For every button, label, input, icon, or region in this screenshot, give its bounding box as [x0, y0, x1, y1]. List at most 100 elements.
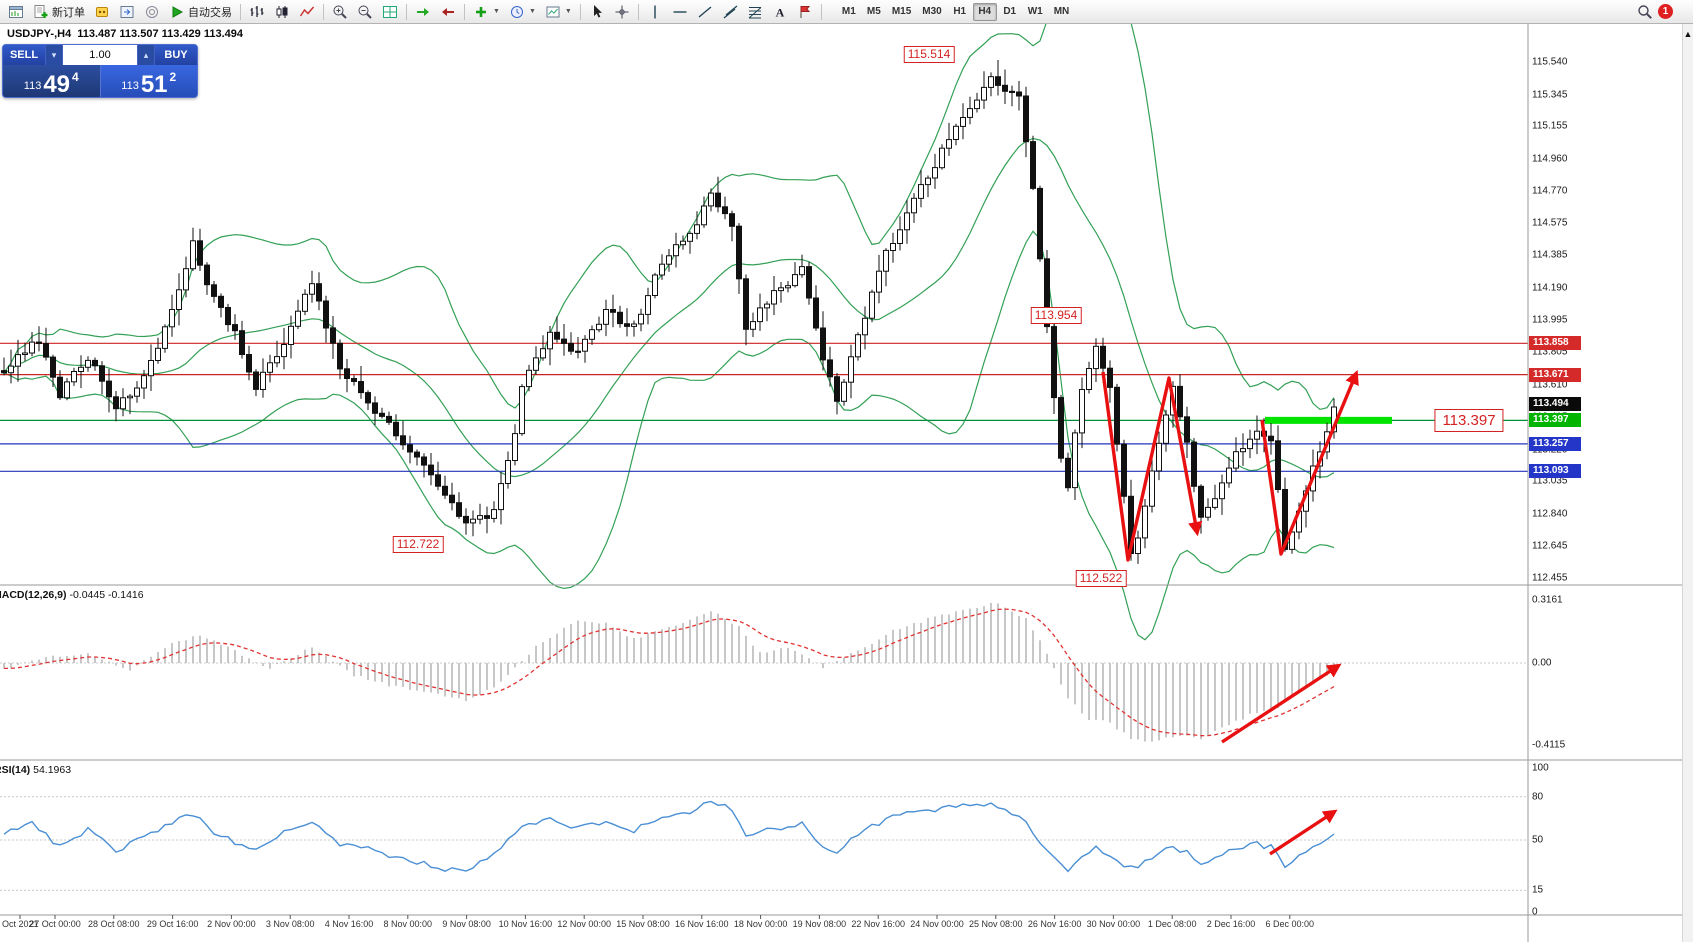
text-tool-button[interactable]: A [768, 2, 792, 22]
svg-text:A: A [775, 5, 784, 19]
rsi-scale-tick: 50 [1532, 834, 1544, 846]
template-icon [545, 4, 561, 20]
volume-decrease-button[interactable]: ▾ [45, 45, 63, 65]
periods-button[interactable]: ▼ [505, 2, 540, 22]
time-label: 25 Nov 08:00 [969, 919, 1023, 929]
vertical-scrollbar[interactable]: ▲ [1682, 24, 1693, 942]
timeframe-m30-button[interactable]: M30 [922, 6, 942, 17]
ea-icon [94, 4, 110, 20]
auto-trading-button[interactable]: 自动交易 [165, 2, 236, 22]
channel-tool-button[interactable] [718, 2, 742, 22]
price-level-annotation[interactable]: 112.522 [1075, 569, 1127, 587]
new-order-button-label: 新订单 [52, 6, 85, 19]
volume-input[interactable] [63, 45, 137, 65]
timeframe-h1-button[interactable]: H1 [953, 6, 967, 17]
price-tick: 114.770 [1532, 185, 1568, 197]
macd-values: -0.0445 -0.1416 [69, 589, 144, 601]
tline-icon [697, 4, 713, 20]
timeframe-m5-button[interactable]: M5 [866, 6, 881, 17]
time-label: 28 Oct 08:00 [88, 919, 140, 929]
macd-scale-tick: 0.00 [1532, 657, 1552, 669]
buy-price-button[interactable]: 113 51 2 [99, 65, 197, 97]
trendline-tool-button[interactable] [693, 2, 717, 22]
time-label: 19 Nov 08:00 [792, 919, 847, 929]
toolbar-separator [579, 3, 581, 20]
timeframe-w1-button[interactable]: W1 [1027, 6, 1043, 17]
scrollbar-up-arrow-icon[interactable]: ▲ [1683, 29, 1693, 39]
price-badge: 113.257 [1529, 436, 1581, 451]
time-label: 29 Oct 16:00 [146, 919, 199, 929]
candles-icon [274, 4, 290, 20]
rsi-value: 54.1963 [33, 764, 72, 776]
rsi-scale-tick: 80 [1532, 791, 1544, 803]
arrow-label-tool-button[interactable] [793, 2, 817, 22]
timeframe-m15-button[interactable]: M15 [891, 6, 912, 17]
time-label: 27 Oct 00:00 [29, 919, 81, 929]
dropdown-arrow-icon: ▼ [528, 8, 536, 15]
fibo-icon [747, 4, 763, 20]
sell-button[interactable]: SELL [3, 45, 45, 65]
price-tick: 112.455 [1532, 572, 1568, 584]
tile-windows-button[interactable] [378, 2, 402, 22]
crosshair-tool-button[interactable] [610, 2, 634, 22]
chart-shift-end-button[interactable] [436, 2, 460, 22]
time-label: 12 Nov 00:00 [557, 919, 611, 929]
bars-icon [249, 4, 265, 20]
zoom-in-button[interactable] [328, 2, 352, 22]
buy-button[interactable]: BUY [155, 45, 197, 65]
notification-badge[interactable]: 1 [1658, 4, 1673, 19]
toolbar: 新订单 自动交易 ▼ ▼ ▼ A M1 M5 M15 M30 H1 H4 D1 W1 MN 1 [0, 0, 1693, 24]
price-tick: 114.190 [1532, 282, 1568, 294]
time-label: 26 Nov 16:00 [1027, 919, 1082, 929]
channel-icon [722, 4, 738, 20]
timeframe-mn-button[interactable]: MN [1053, 6, 1070, 17]
auto-scroll-button[interactable] [411, 2, 435, 22]
sell-price-sup: 4 [72, 70, 79, 84]
price-tick: 115.155 [1532, 120, 1568, 132]
time-label: 10 Nov 16:00 [498, 919, 553, 929]
indicators-button[interactable]: ▼ [469, 2, 504, 22]
cursor-tool-button[interactable] [585, 2, 609, 22]
rsi-scale-tick: 15 [1532, 884, 1544, 896]
line-chart-button[interactable] [295, 2, 319, 22]
volume-increase-button[interactable]: ▴ [137, 45, 155, 65]
new-order-button[interactable]: 新订单 [29, 2, 89, 22]
price-badge: 113.671 [1529, 367, 1581, 382]
time-label: 9 Nov 08:00 [442, 919, 491, 929]
price-level-annotation[interactable]: 112.722 [392, 536, 444, 554]
new-chart-button[interactable] [4, 2, 28, 22]
macd-scale-tick: 0.3161 [1532, 594, 1563, 606]
sell-price-main: 49 [43, 71, 71, 98]
price-tick: 113.805 [1532, 346, 1568, 358]
chart-symbol-period: USDJPY-,H4 [7, 28, 72, 40]
price-tick: 113.995 [1532, 314, 1568, 326]
expert-advisors-button[interactable] [90, 2, 114, 22]
timeframe-m1-button[interactable]: M1 [841, 6, 856, 17]
timeframe-d1-button[interactable]: D1 [1003, 6, 1017, 17]
toolbar-separator [637, 3, 639, 20]
price-level-annotation[interactable]: 113.397 [1434, 409, 1504, 433]
time-label: 16 Nov 16:00 [675, 919, 729, 929]
chart-shift-button[interactable] [115, 2, 139, 22]
timeframe-h4-button[interactable]: H4 [972, 2, 997, 21]
vertical-line-tool-button[interactable] [643, 2, 667, 22]
rsi-scale-tick: 0 [1532, 906, 1538, 918]
text-icon: A [772, 4, 788, 20]
price-tick: 114.960 [1532, 153, 1568, 165]
price-level-annotation[interactable]: 115.514 [903, 46, 955, 64]
shiftend-icon [440, 4, 456, 20]
data-window-button[interactable] [140, 2, 164, 22]
fibonacci-tool-button[interactable] [743, 2, 767, 22]
toolbar-separator [406, 3, 407, 20]
sell-price-button[interactable]: 113 49 4 [3, 65, 100, 98]
bar-chart-button[interactable] [245, 2, 269, 22]
horizontal-line-tool-button[interactable] [668, 2, 692, 22]
price-tick: 115.345 [1532, 89, 1568, 101]
zoom-out-button[interactable] [353, 2, 377, 22]
search-button[interactable] [1633, 2, 1657, 22]
toolbar-separator [464, 3, 465, 20]
templates-button[interactable]: ▼ [541, 2, 576, 22]
candlestick-chart-button[interactable] [270, 2, 294, 22]
price-level-annotation[interactable]: 113.954 [1030, 307, 1082, 325]
